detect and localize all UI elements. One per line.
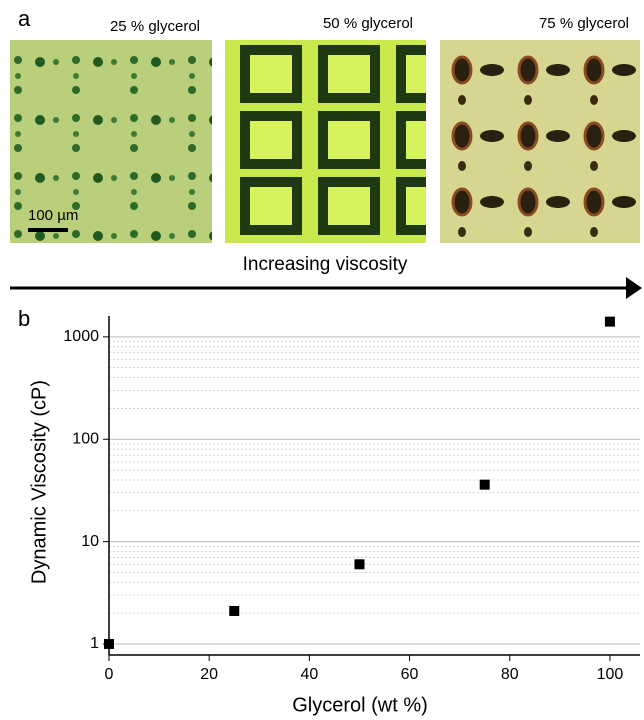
point <box>604 316 615 327</box>
image-caption: 75 % glycerol <box>539 15 629 32</box>
x-tick-label: 60 <box>401 666 419 683</box>
x-tick-label: 40 <box>300 666 318 683</box>
panel-label: b <box>18 306 30 331</box>
x-tick-label: 80 <box>501 666 519 683</box>
x-tick-label: 20 <box>200 666 218 683</box>
x-tick-label: 100 <box>597 666 624 683</box>
panel-label: a <box>18 6 31 31</box>
point <box>229 605 240 616</box>
x-axis-label: Glycerol (wt %) <box>292 694 428 716</box>
scale-bar-label: 100 µm <box>28 207 78 224</box>
image-caption: 25 % glycerol <box>110 18 200 35</box>
y-tick-label: 10 <box>81 533 99 550</box>
micrograph <box>10 40 212 243</box>
point <box>104 638 114 649</box>
point <box>479 479 490 490</box>
y-tick-label: 1 <box>90 635 99 652</box>
arrow-label: Increasing viscosity <box>243 254 408 275</box>
micrograph <box>440 40 640 243</box>
y-tick-label: 100 <box>72 430 99 447</box>
x-tick-label: 0 <box>105 666 114 683</box>
point <box>354 559 365 570</box>
y-axis-label: Dynamic Viscosity (cP) <box>28 380 50 584</box>
micrograph <box>225 40 426 243</box>
arrow-head <box>626 277 642 299</box>
image-caption: 50 % glycerol <box>323 15 413 32</box>
y-tick-label: 1000 <box>63 328 99 345</box>
